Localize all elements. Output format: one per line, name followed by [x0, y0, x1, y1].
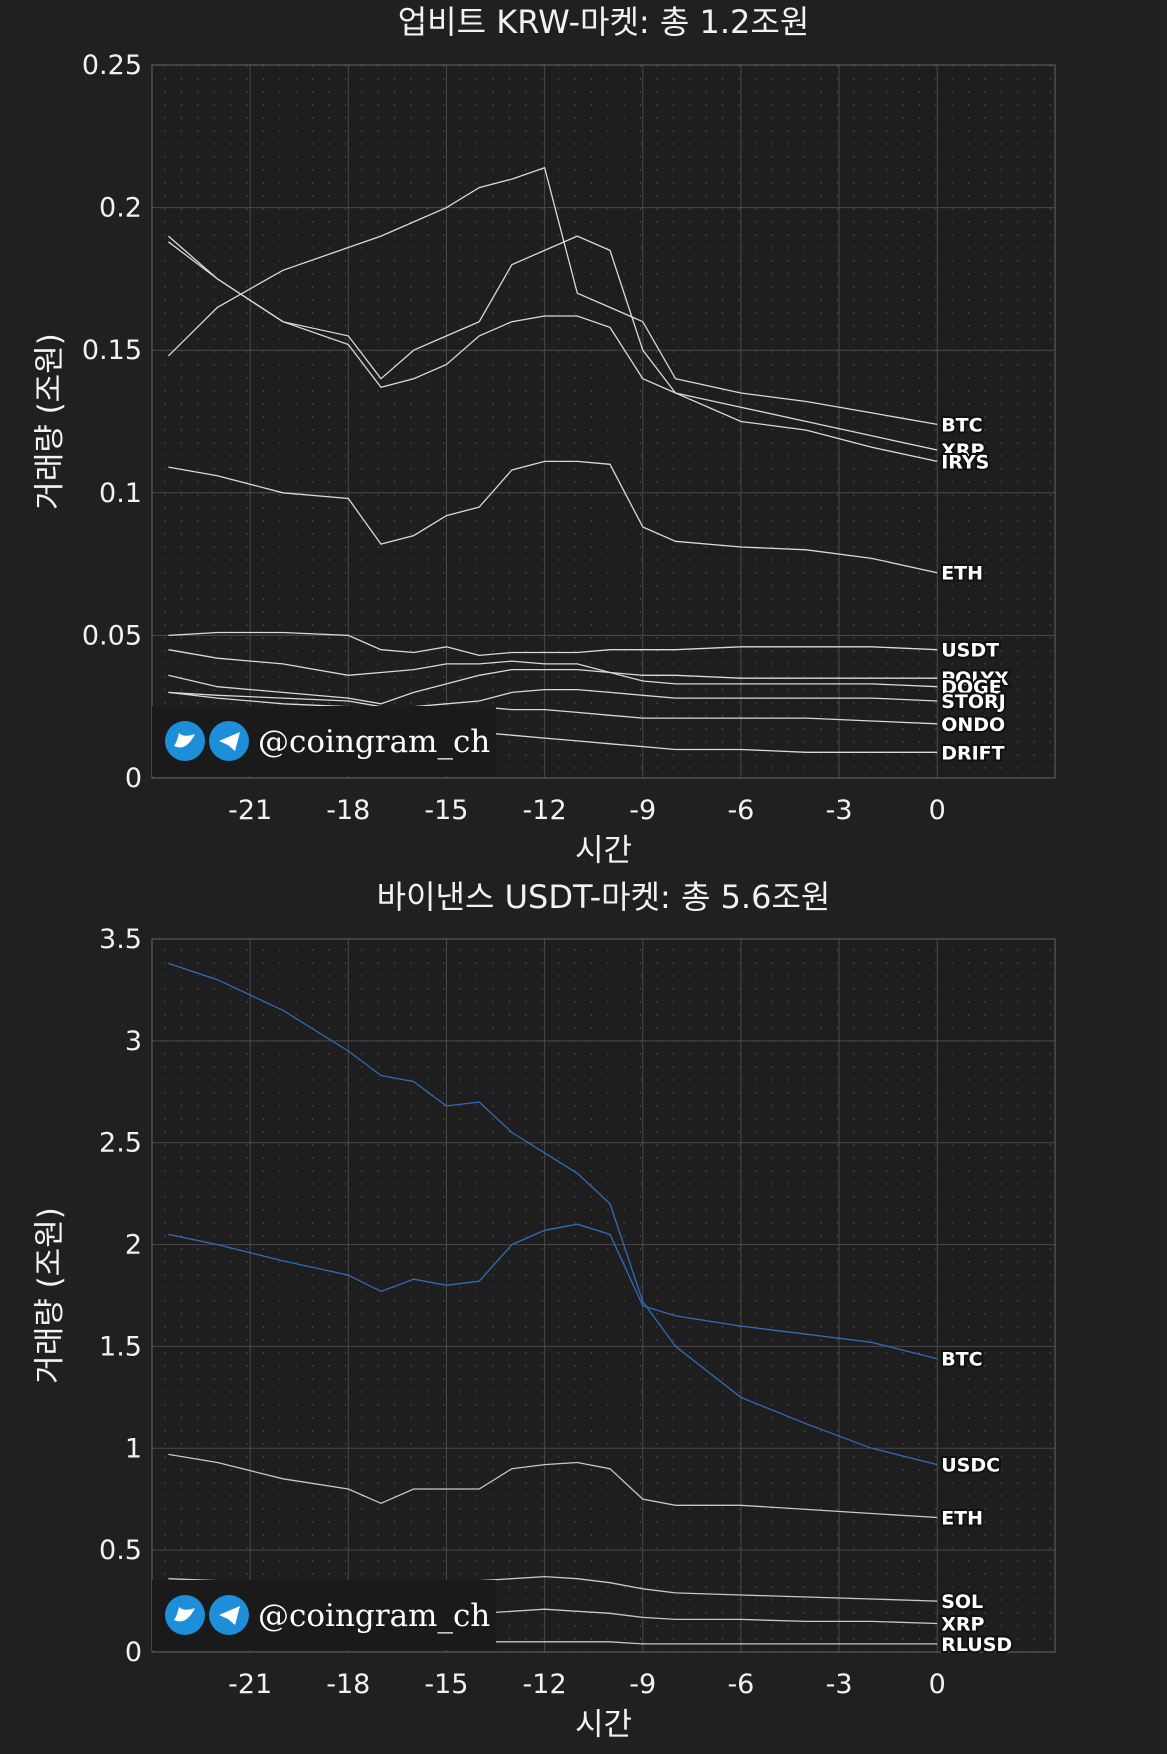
- x-tick-label: -18: [326, 795, 370, 826]
- x-tick-label: -21: [228, 1669, 272, 1700]
- series-end-label: IRYS: [941, 451, 989, 473]
- x-axis-label: 시간: [575, 833, 632, 869]
- y-tick-label: 1: [125, 1433, 142, 1464]
- series-end-label: BTC: [941, 414, 982, 436]
- series-line: [168, 1453, 938, 1519]
- y-tick-label: 3: [125, 1026, 142, 1057]
- y-tick-label: 0.25: [82, 50, 142, 81]
- series-line: [168, 649, 938, 688]
- series-end-label: ETH: [941, 1508, 983, 1530]
- x-tick-label: -9: [629, 1669, 656, 1700]
- y-tick-label: 0.15: [82, 335, 142, 366]
- plot-frame: [151, 64, 1056, 779]
- twitter-glyph: [174, 1607, 195, 1622]
- minor-grid: [152, 939, 1055, 1652]
- series-end-label: USDT: [941, 640, 999, 662]
- y-tick-label: 2.5: [99, 1128, 142, 1159]
- plot-frame: [151, 938, 1056, 1653]
- x-tick-label: -12: [523, 795, 567, 826]
- x-tick-label: -21: [228, 795, 272, 826]
- chart-title: 바이낸스 USDT-마켓: 총 5.6조원: [377, 878, 831, 916]
- series-end-label: DOGE: [941, 677, 1002, 699]
- y-axis-label: 거래량 (조원): [32, 333, 68, 510]
- series-line: [168, 1223, 938, 1360]
- minor-grid: [152, 65, 1055, 778]
- series-line: [167, 166, 938, 426]
- twitter-glyph: [174, 733, 195, 748]
- series-end-label: ETH: [941, 563, 983, 585]
- series-line: [168, 631, 938, 657]
- series-end-label: ONDO: [941, 714, 1005, 736]
- series-end-label: XRP: [941, 440, 984, 462]
- y-tick-label: 3.5: [99, 924, 142, 955]
- watermark-text: @coingram_ch: [258, 1598, 490, 1634]
- x-axis-label: 시간: [575, 1707, 632, 1743]
- x-tick-label: -3: [826, 1669, 853, 1700]
- x-tick-label: -12: [523, 1669, 567, 1700]
- x-tick-label: -15: [424, 1669, 468, 1700]
- y-tick-label: 0.1: [99, 478, 142, 509]
- x-tick-label: -18: [326, 1669, 370, 1700]
- x-tick-label: -6: [727, 795, 754, 826]
- series-line: [168, 460, 938, 574]
- telegram-glyph: [219, 1606, 240, 1625]
- series-line: [168, 241, 938, 451]
- watermark-text: @coingram_ch: [258, 724, 490, 760]
- series-end-label: STORJ: [941, 691, 1006, 713]
- series-end-label: DRIFT: [941, 742, 1004, 764]
- series-line: [168, 688, 938, 708]
- series-end-label: BTC: [941, 1349, 982, 1371]
- y-tick-label: 0: [125, 1637, 142, 1668]
- y-tick-label: 0: [125, 763, 142, 794]
- y-tick-label: 0.05: [82, 620, 142, 651]
- series-line: [167, 235, 938, 463]
- chart-title: 업비트 KRW-마켓: 총 1.2조원: [398, 3, 810, 41]
- x-tick-label: -6: [727, 1669, 754, 1700]
- y-tick-label: 0.2: [99, 193, 142, 224]
- y-tick-label: 0.5: [99, 1535, 142, 1566]
- series-line: [168, 962, 938, 1466]
- series-end-label: XRP: [941, 1613, 984, 1635]
- series-line: [168, 668, 938, 705]
- series-end-label: SOL: [941, 1591, 983, 1613]
- telegram-glyph: [219, 732, 240, 751]
- y-axis-label: 거래량 (조원): [32, 1207, 68, 1384]
- x-tick-label: 0: [929, 1669, 946, 1700]
- y-tick-label: 1.5: [99, 1331, 142, 1362]
- series-end-label: USDC: [941, 1455, 1000, 1477]
- x-tick-label: -15: [424, 795, 468, 826]
- y-tick-label: 2: [125, 1230, 142, 1261]
- x-tick-label: -9: [629, 795, 656, 826]
- x-tick-label: -3: [826, 795, 853, 826]
- series-end-label: POLYX: [941, 668, 1009, 690]
- series-end-label: RLUSD: [941, 1634, 1012, 1656]
- x-tick-label: 0: [929, 795, 946, 826]
